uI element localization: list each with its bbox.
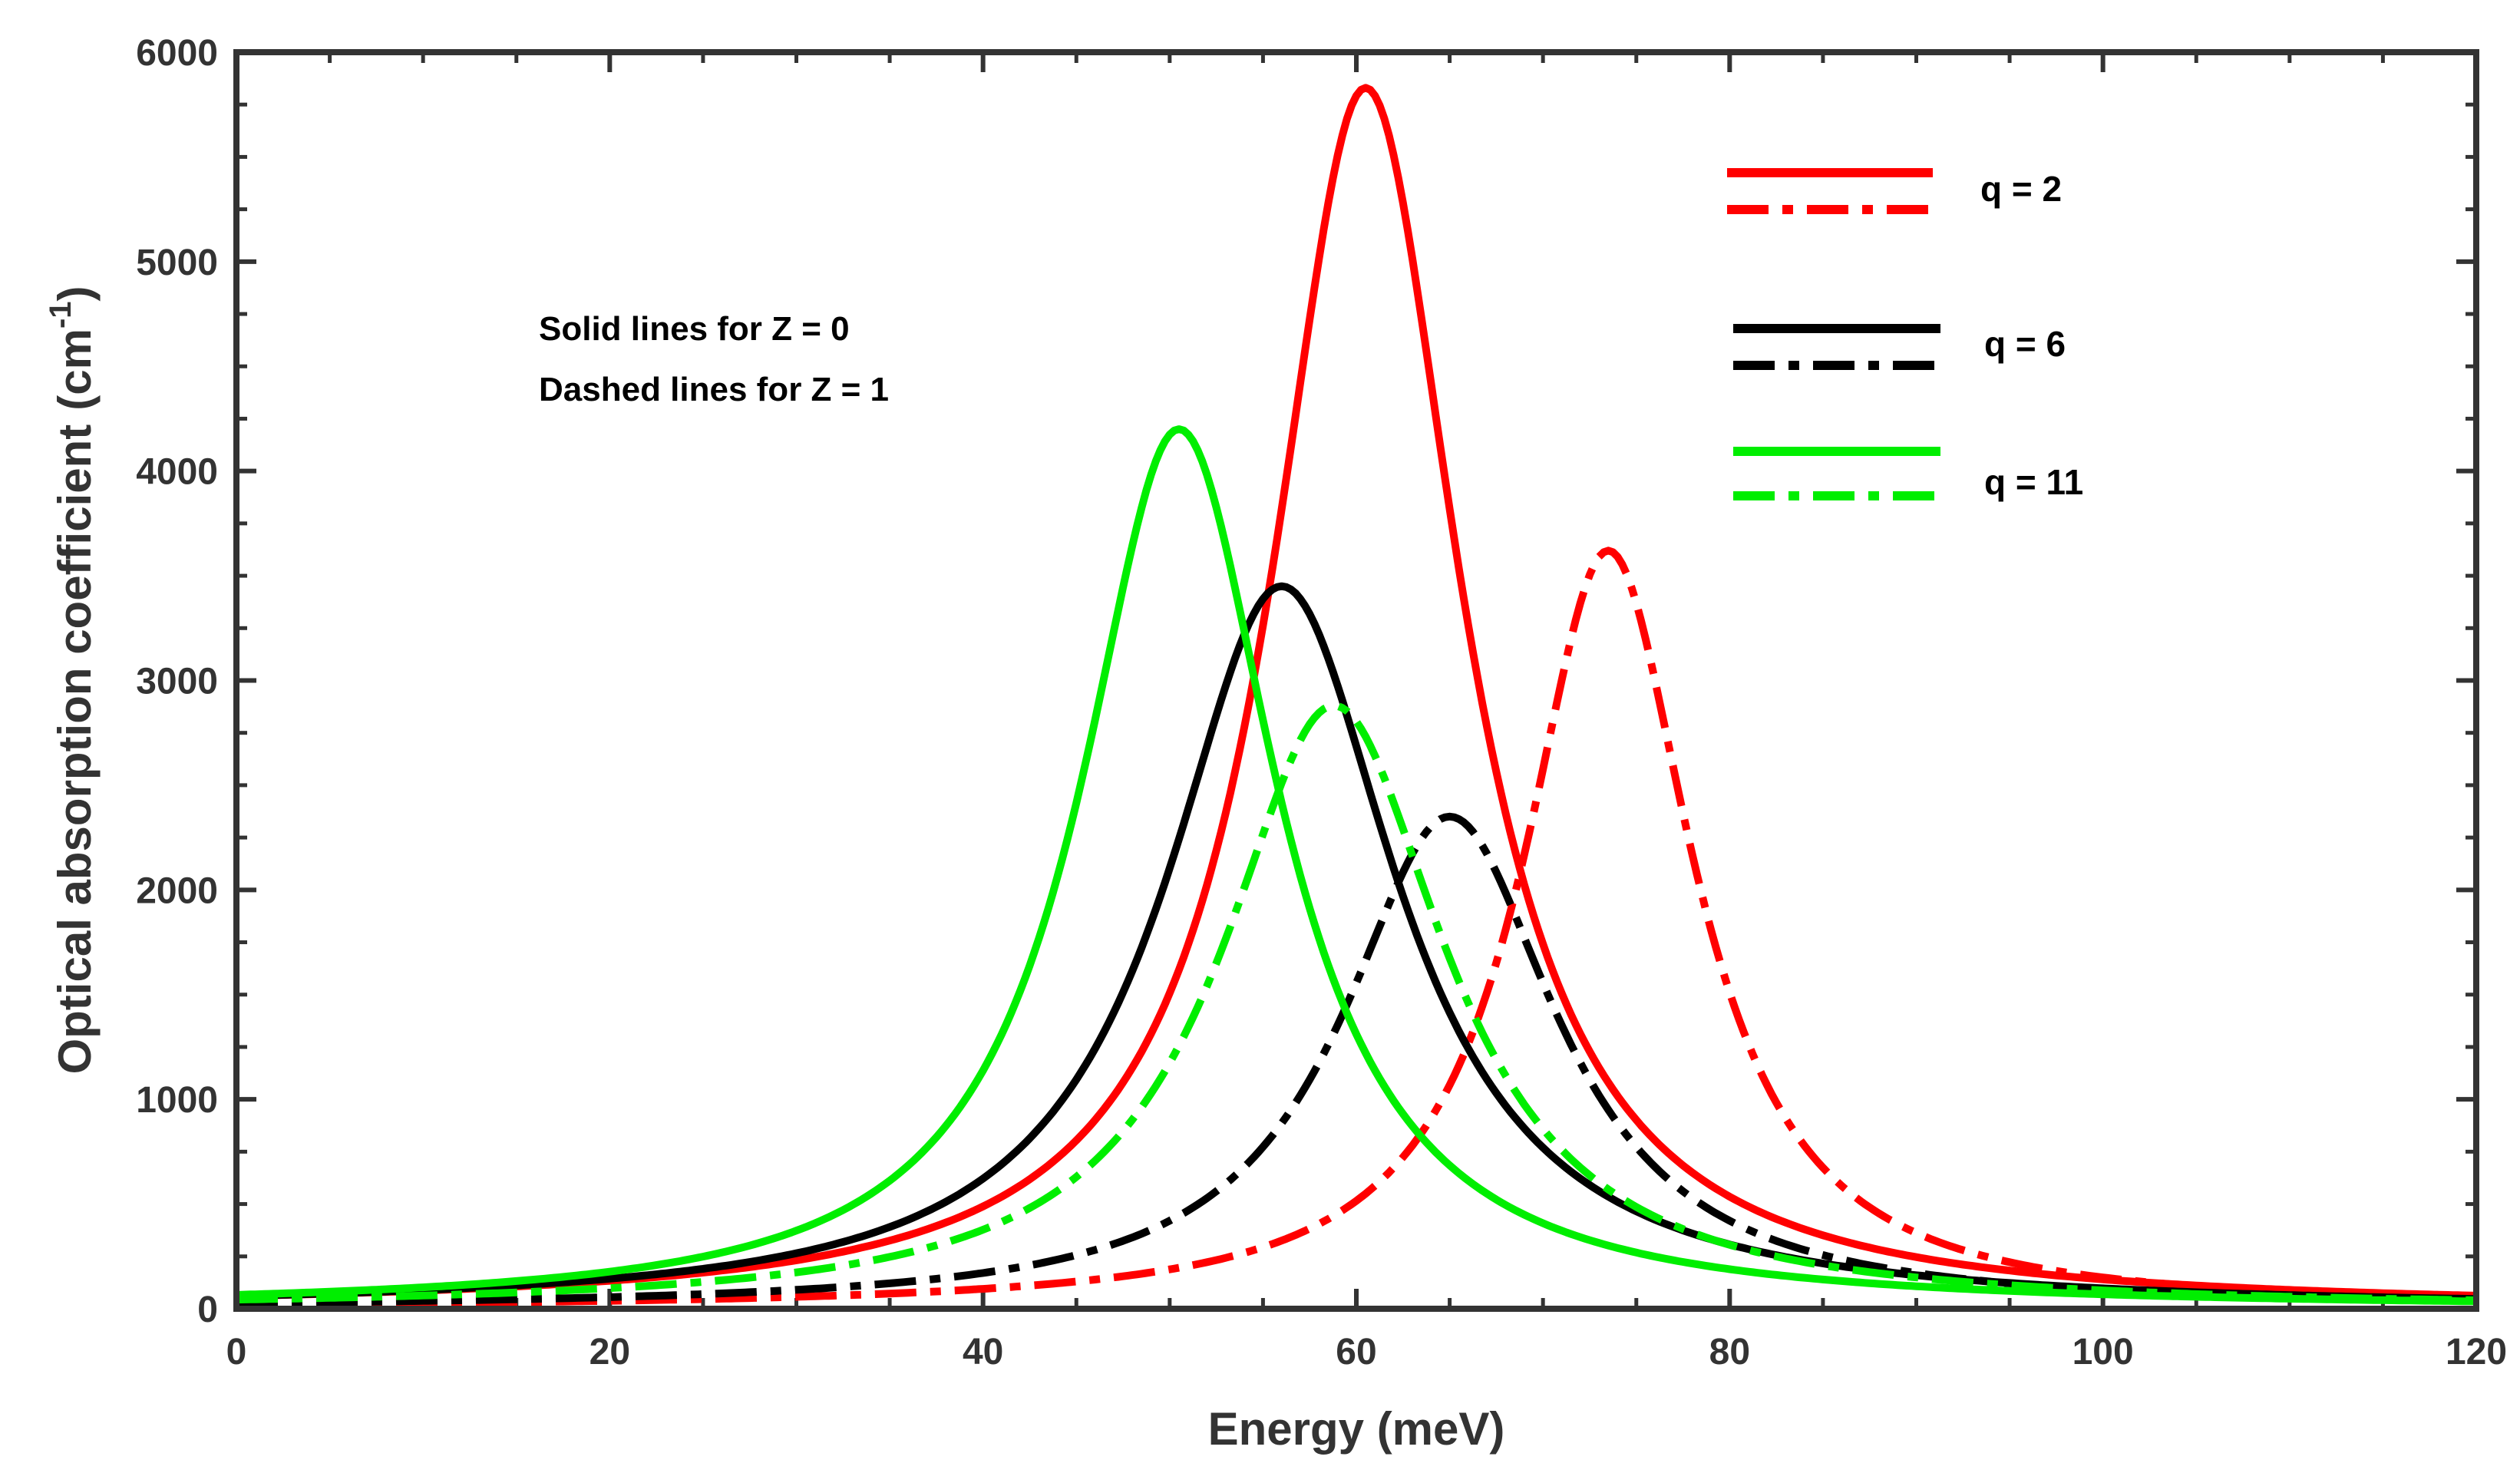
y-tick-label: 2000	[136, 870, 218, 911]
plot-frame	[233, 49, 2479, 1312]
y-axis-label-unit: (cm	[49, 329, 101, 411]
annotation-solid: Solid lines for Z = 0	[539, 310, 850, 348]
series-line-q-11-z-1	[236, 702, 2477, 1304]
y-axis-label-close: )	[49, 286, 101, 301]
y-tick-label: 0	[197, 1290, 218, 1330]
legend: q = 2 q = 6 q = 11	[1727, 168, 2083, 502]
legend-label-q6: q = 6	[1984, 324, 2066, 364]
annotation-dashed: Dashed lines for Z = 1	[539, 371, 889, 408]
y-tick-label: 4000	[136, 452, 218, 493]
y-tick-label: 1000	[136, 1080, 218, 1121]
y-axis-label-exponent: -1	[44, 301, 78, 329]
series-line-q-11-z-0	[236, 425, 2477, 1306]
x-tick-label: 80	[1709, 1332, 1750, 1372]
y-tick-label: 3000	[136, 662, 218, 702]
series-layer	[236, 84, 2477, 1309]
y-axis-label: Optical absorption coefficient (cm-1)	[44, 286, 101, 1074]
y-tick-label: 6000	[136, 33, 218, 74]
y-axis-label-main: Optical absorption coefficient	[49, 424, 101, 1075]
x-tick-label: 40	[963, 1332, 1003, 1372]
x-axis-label: Energy (meV)	[1208, 1403, 1505, 1455]
x-tick-label: 20	[590, 1332, 630, 1372]
series-line-q-2-z-1	[236, 547, 2477, 1309]
legend-label-q2: q = 2	[1980, 169, 2062, 209]
tick-labels: 0 20 40 60 80 100 120 0 1000 2000 3000 4000 5000 6000	[136, 33, 2507, 1372]
x-tick-label: 100	[2072, 1332, 2134, 1372]
x-tick-label: 60	[1336, 1332, 1376, 1372]
x-tick-label: 0	[226, 1332, 247, 1372]
legend-label-q11: q = 11	[1984, 462, 2083, 502]
y-tick-label: 5000	[136, 243, 218, 283]
x-tick-label: 120	[2446, 1332, 2507, 1372]
